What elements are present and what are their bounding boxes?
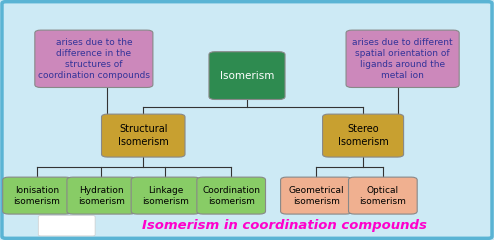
Text: Stereo
Isomerism: Stereo Isomerism [338, 124, 388, 147]
FancyBboxPatch shape [67, 177, 135, 214]
Text: arises due to the
difference in the
structures of
coordination compounds: arises due to the difference in the stru… [38, 38, 150, 80]
FancyBboxPatch shape [131, 177, 200, 214]
FancyBboxPatch shape [2, 177, 71, 214]
Text: Structural
Isomerism: Structural Isomerism [118, 124, 168, 147]
FancyBboxPatch shape [346, 30, 459, 88]
FancyBboxPatch shape [101, 114, 185, 157]
FancyBboxPatch shape [2, 2, 492, 238]
Text: Isomerism: Isomerism [220, 71, 274, 81]
Text: Geometrical
isomerism: Geometrical isomerism [288, 186, 344, 206]
Text: Ionisation
isomerism: Ionisation isomerism [14, 186, 60, 206]
Text: Coordination
isomerism: Coordination isomerism [202, 186, 260, 206]
Text: Linkage
isomerism: Linkage isomerism [142, 186, 189, 206]
Text: Hydration
isomerism: Hydration isomerism [78, 186, 124, 206]
FancyBboxPatch shape [281, 177, 352, 214]
FancyBboxPatch shape [209, 52, 285, 99]
Text: arises due to different
spatial orientation of
ligands around the
metal ion: arises due to different spatial orientat… [352, 38, 453, 80]
FancyBboxPatch shape [39, 216, 95, 236]
Text: Isomerism in coordination compounds: Isomerism in coordination compounds [142, 219, 426, 232]
FancyBboxPatch shape [35, 30, 153, 88]
FancyBboxPatch shape [349, 177, 417, 214]
FancyBboxPatch shape [197, 177, 266, 214]
FancyBboxPatch shape [323, 114, 404, 157]
Text: Optical
isomerism: Optical isomerism [360, 186, 406, 206]
